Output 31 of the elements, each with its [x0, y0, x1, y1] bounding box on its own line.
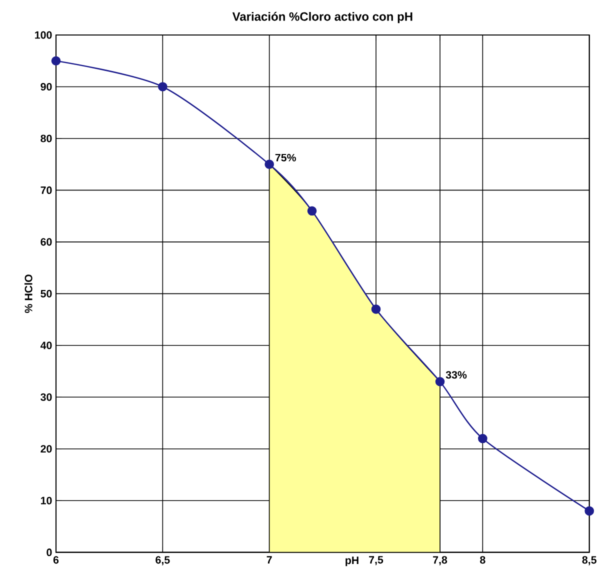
y-tick-label: 20: [40, 445, 52, 453]
point: [158, 82, 168, 92]
y-tick-label: 80: [40, 134, 52, 142]
y-tick-label: 100: [35, 31, 52, 39]
point: [478, 434, 488, 444]
x-tick-label: 8: [480, 556, 486, 564]
annotation: 75%: [275, 154, 296, 162]
y-tick-label: 50: [40, 290, 52, 298]
y-tick-label: 70: [40, 186, 52, 194]
chart-title: Variación %Cloro activo con pH: [232, 12, 412, 24]
y-tick-label: 10: [40, 496, 52, 504]
y-tick-label: 40: [40, 342, 52, 350]
point: [584, 506, 594, 516]
annotation: 33%: [446, 371, 467, 379]
y-tick-label: 90: [40, 82, 52, 91]
y-axis-title: % HClO: [24, 274, 32, 313]
x-axis-title: pH: [346, 556, 358, 566]
point: [371, 304, 381, 314]
y-tick-label: 60: [40, 238, 52, 246]
y-tick-label: 30: [40, 393, 52, 401]
x-tick-label: 6: [53, 556, 59, 564]
y-tick-label: 0: [46, 548, 52, 556]
x-tick-label: 7: [266, 556, 272, 564]
x-tick-label: 7,5: [369, 556, 384, 566]
x-tick-label: 6,5: [156, 556, 170, 566]
x-tick-label: 8,5: [582, 556, 596, 566]
point: [307, 206, 317, 216]
point: [51, 56, 61, 66]
point: [435, 376, 445, 386]
x-tick-label: 7,8: [433, 556, 448, 566]
point: [264, 160, 274, 170]
